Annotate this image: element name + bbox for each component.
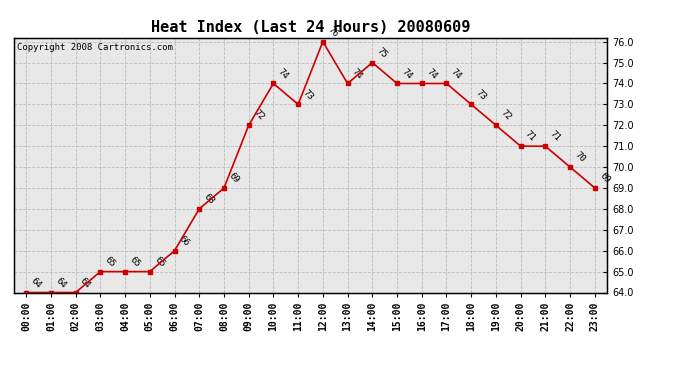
Text: 70: 70 (573, 150, 587, 164)
Text: 64: 64 (29, 276, 43, 290)
Text: 71: 71 (548, 129, 562, 143)
Text: 76: 76 (326, 25, 339, 39)
Text: 69: 69 (227, 171, 241, 185)
Text: 74: 74 (276, 67, 290, 81)
Text: 65: 65 (128, 255, 142, 269)
Title: Heat Index (Last 24 Hours) 20080609: Heat Index (Last 24 Hours) 20080609 (151, 20, 470, 35)
Text: 72: 72 (499, 108, 513, 123)
Text: 66: 66 (177, 234, 191, 248)
Text: 68: 68 (202, 192, 216, 206)
Text: 75: 75 (375, 46, 389, 60)
Text: 72: 72 (251, 108, 266, 123)
Text: 74: 74 (449, 67, 463, 81)
Text: Copyright 2008 Cartronics.com: Copyright 2008 Cartronics.com (17, 43, 172, 52)
Text: 64: 64 (79, 276, 92, 290)
Text: 65: 65 (152, 255, 166, 269)
Text: 69: 69 (598, 171, 611, 185)
Text: 73: 73 (301, 88, 315, 102)
Text: 64: 64 (54, 276, 68, 290)
Text: 74: 74 (351, 67, 364, 81)
Text: 74: 74 (400, 67, 414, 81)
Text: 65: 65 (103, 255, 117, 269)
Text: 71: 71 (524, 129, 538, 143)
Text: 74: 74 (424, 67, 439, 81)
Text: 73: 73 (474, 88, 488, 102)
